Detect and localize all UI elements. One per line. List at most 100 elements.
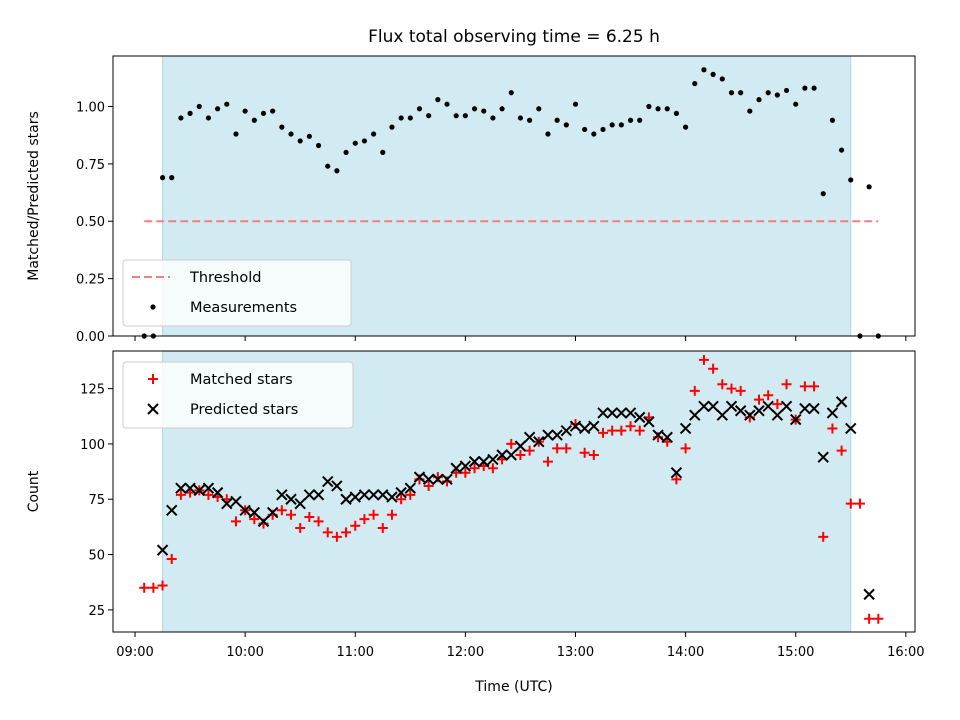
data-point — [747, 108, 753, 114]
data-point — [322, 527, 333, 538]
data-point — [600, 126, 606, 133]
data-point — [444, 101, 450, 107]
data-point — [728, 90, 735, 96]
data-point — [866, 184, 872, 190]
data-point — [524, 445, 535, 456]
data-point — [496, 449, 508, 461]
x-tick-label: 12:00 — [447, 645, 484, 660]
data-point — [295, 523, 306, 534]
data-point — [487, 463, 498, 474]
data-point — [481, 108, 487, 114]
data-point — [404, 482, 417, 494]
data-point — [303, 489, 316, 501]
data-point — [423, 480, 434, 491]
data-point — [248, 506, 261, 519]
data-point — [579, 447, 590, 458]
data-point — [517, 115, 524, 121]
data-point — [780, 400, 793, 413]
x-tick-label: 10:00 — [226, 645, 263, 660]
data-point — [514, 440, 527, 452]
data-point — [725, 400, 738, 413]
data-point — [618, 122, 624, 128]
data-point — [597, 407, 609, 419]
data-point — [389, 124, 395, 130]
data-point — [783, 87, 790, 94]
legend-label: Predicted stars — [190, 402, 298, 418]
data-point — [661, 431, 673, 443]
data-point — [781, 379, 792, 390]
data-point — [276, 505, 287, 516]
data-point — [591, 131, 597, 137]
y-tick-label: 0.00 — [76, 330, 105, 345]
data-point — [845, 422, 857, 435]
data-point — [679, 422, 692, 435]
data-point — [285, 493, 297, 505]
data-point — [772, 399, 783, 410]
data-point — [386, 509, 397, 520]
data-point — [184, 482, 196, 494]
data-point — [460, 467, 471, 478]
data-point — [148, 582, 159, 593]
series-plus — [139, 354, 884, 624]
data-point — [487, 453, 499, 466]
data-point — [753, 405, 765, 417]
data-point — [260, 110, 267, 116]
legend: Matched stars Predicted stars — [122, 361, 354, 429]
data-point — [774, 92, 780, 98]
data-point — [588, 449, 599, 460]
data-point — [838, 147, 845, 153]
data-point — [407, 115, 413, 121]
data-point — [377, 489, 389, 501]
data-point — [169, 175, 175, 181]
legend-box — [122, 259, 352, 327]
x-tick-label: 15:00 — [777, 645, 814, 660]
data-point — [469, 463, 480, 474]
data-point — [286, 509, 297, 520]
x-axis-title: Time (UTC) — [474, 679, 552, 695]
data-point — [166, 553, 177, 564]
data-point — [187, 110, 193, 116]
data-point — [395, 486, 407, 499]
data-point — [820, 191, 826, 197]
data-point — [717, 379, 728, 390]
data-point — [276, 489, 288, 501]
data-point — [738, 90, 744, 96]
y-tick-label: 100 — [80, 438, 105, 453]
data-point — [224, 101, 230, 107]
data-point — [294, 497, 306, 510]
data-point — [624, 407, 637, 419]
data-point — [279, 124, 285, 130]
data-point — [799, 381, 810, 392]
data-point — [845, 498, 856, 509]
data-point — [157, 580, 168, 591]
data-point — [701, 67, 707, 73]
plot-frame — [112, 350, 916, 633]
data-point — [359, 514, 370, 525]
count-panel: 25 50 75 100 125 09:00 10:00 11:00 12:00 13:00 14:… — [26, 350, 925, 660]
x-tick-label: 11:00 — [337, 645, 374, 660]
data-point — [655, 106, 661, 112]
data-point — [533, 436, 545, 448]
data-point — [609, 122, 615, 128]
data-point — [312, 489, 325, 501]
data-point — [139, 582, 150, 593]
data-point — [763, 390, 774, 401]
data-point — [698, 354, 709, 365]
data-point — [817, 451, 829, 463]
data-point — [396, 494, 407, 505]
data-point — [863, 588, 875, 601]
data-point — [350, 520, 361, 531]
data-point — [552, 443, 563, 454]
data-point — [561, 443, 572, 454]
data-point — [827, 423, 838, 434]
legend-label: Threshold — [189, 270, 261, 286]
data-point — [341, 527, 352, 538]
data-point — [205, 115, 212, 121]
data-point — [708, 363, 719, 374]
data-point — [432, 473, 444, 486]
data-point — [790, 413, 802, 426]
data-point — [202, 482, 215, 494]
y-tick-label: 50 — [88, 549, 105, 564]
data-point — [325, 163, 331, 169]
